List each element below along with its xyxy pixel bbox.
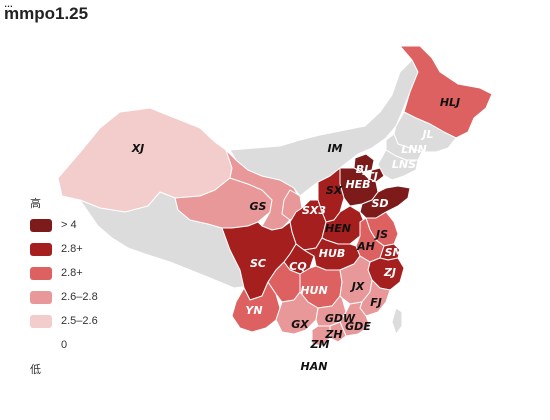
legend-item[interactable]: > 4 xyxy=(30,217,77,233)
region-han[interactable] xyxy=(297,349,325,373)
legend-item-label: 0 xyxy=(61,339,68,351)
legend-item[interactable]: 2.6–2.8 xyxy=(30,289,98,305)
map-title: … mmpo1.25 xyxy=(4,0,89,24)
map-title-text: mmpo1.25 xyxy=(4,4,89,23)
region-fj[interactable] xyxy=(359,279,391,317)
region-tj[interactable] xyxy=(367,167,385,183)
legend-item[interactable]: 2.8+ xyxy=(30,265,83,281)
legend-item-label: > 4 xyxy=(61,219,77,231)
legend-swatch xyxy=(30,314,52,328)
legend-low-label: 低 xyxy=(30,364,41,376)
legend-item[interactable]: 2.5–2.6 xyxy=(30,313,98,329)
region-qh[interactable] xyxy=(174,177,273,229)
legend-swatch xyxy=(30,338,52,352)
legend-high-label: 高 xyxy=(30,198,41,210)
legend-item[interactable]: 0 xyxy=(30,337,67,353)
legend-item-label: 2.8+ xyxy=(61,243,83,255)
region-hlj[interactable] xyxy=(399,45,493,139)
legend-swatch xyxy=(30,242,52,256)
legend-swatch xyxy=(30,218,52,232)
legend-item-label: 2.8+ xyxy=(61,267,83,279)
region-gx[interactable] xyxy=(275,291,319,335)
region-zm[interactable] xyxy=(311,325,331,347)
legend-item-label: 2.5–2.6 xyxy=(61,315,98,327)
legend-item-label: 2.6–2.8 xyxy=(61,291,98,303)
region-gz[interactable] xyxy=(267,261,301,303)
region-gde[interactable] xyxy=(339,301,371,337)
legend-item[interactable]: 2.8+ xyxy=(30,241,83,257)
title-fragment: … xyxy=(4,0,13,9)
region-tw[interactable] xyxy=(391,307,403,335)
legend-swatch xyxy=(30,290,52,304)
legend-swatch xyxy=(30,266,52,280)
